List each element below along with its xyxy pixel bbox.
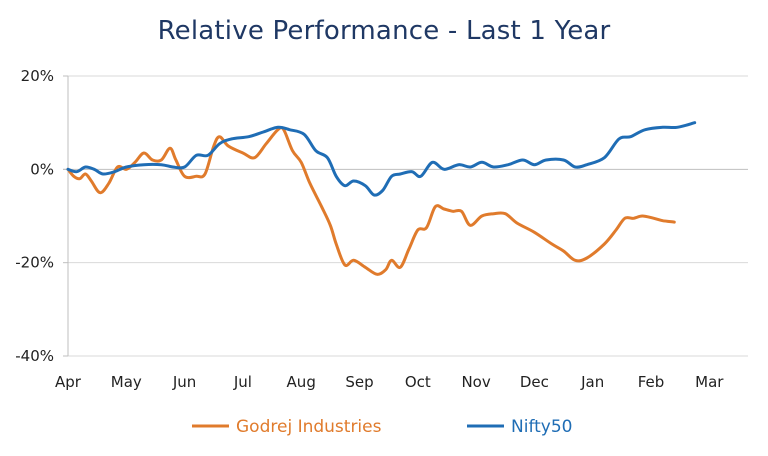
x-tick-label: Jan bbox=[580, 373, 604, 391]
x-tick-label: Aug bbox=[287, 373, 316, 391]
y-tick-label: -20% bbox=[15, 254, 54, 272]
x-tick-label: Nov bbox=[461, 373, 490, 391]
x-tick-label: Oct bbox=[405, 373, 431, 391]
x-tick-label: Mar bbox=[695, 373, 724, 391]
legend-label: Nifty50 bbox=[511, 417, 572, 437]
x-tick-label: Sep bbox=[345, 373, 373, 391]
series-line-nifty50 bbox=[66, 121, 697, 197]
series-line-godrej-industries bbox=[66, 125, 676, 276]
y-tick-label: -40% bbox=[15, 347, 54, 365]
x-tick-label: May bbox=[111, 373, 142, 391]
x-tick-label: Dec bbox=[520, 373, 549, 391]
x-tick-label: Apr bbox=[55, 373, 82, 391]
chart-title: Relative Performance - Last 1 Year bbox=[157, 16, 611, 46]
x-tick-label: Jul bbox=[233, 373, 252, 391]
x-tick-label: Jun bbox=[172, 373, 196, 391]
y-tick-label: 0% bbox=[30, 160, 54, 178]
legend-label: Godrej Industries bbox=[236, 417, 382, 437]
y-tick-label: 20% bbox=[21, 67, 54, 85]
x-tick-label: Feb bbox=[638, 373, 665, 391]
